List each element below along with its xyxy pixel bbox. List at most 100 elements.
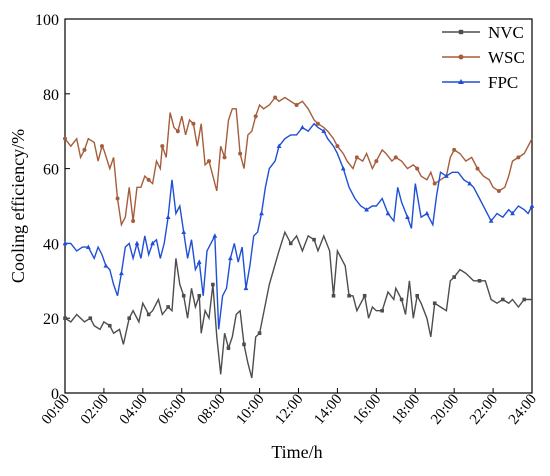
legend-label: WSC xyxy=(488,48,525,67)
data-point xyxy=(63,136,67,141)
legend-item-wsc: WSC xyxy=(442,48,525,67)
data-point xyxy=(99,144,104,149)
data-point xyxy=(115,196,120,201)
series-layer xyxy=(62,95,535,379)
data-point xyxy=(522,297,527,302)
data-point xyxy=(107,323,112,328)
data-point xyxy=(432,301,437,306)
data-point xyxy=(259,210,264,216)
data-point xyxy=(321,128,327,133)
data-point xyxy=(294,103,299,108)
x-tick-label: 06:00 xyxy=(156,391,190,427)
legend-marker xyxy=(458,54,464,60)
x-axis-title: Time/h xyxy=(271,442,322,462)
data-point xyxy=(380,308,384,313)
data-point xyxy=(166,305,170,309)
data-point xyxy=(181,293,186,298)
data-point xyxy=(150,240,155,246)
data-point xyxy=(510,210,515,216)
data-point xyxy=(475,166,480,171)
x-tick-label: 00:00 xyxy=(39,391,73,427)
data-point xyxy=(242,342,246,347)
data-point xyxy=(238,151,243,156)
data-point xyxy=(181,229,187,234)
series-line-fpc xyxy=(65,122,533,330)
data-point xyxy=(103,263,109,268)
y-tick-label: 60 xyxy=(43,162,59,179)
x-tick-label: 02:00 xyxy=(78,391,112,427)
data-point xyxy=(257,331,262,335)
data-point xyxy=(405,214,410,220)
data-point xyxy=(160,144,165,149)
data-point xyxy=(276,143,282,148)
data-point xyxy=(85,244,91,249)
x-tick-label: 18:00 xyxy=(389,391,423,427)
x-tick-label: 24:00 xyxy=(506,391,540,427)
series-nvc xyxy=(63,230,532,379)
x-tick-label: 16:00 xyxy=(350,391,384,427)
data-point xyxy=(82,147,87,152)
series-wsc xyxy=(63,95,533,227)
x-tick-label: 22:00 xyxy=(467,391,501,427)
data-point xyxy=(529,203,535,208)
data-point xyxy=(196,259,202,264)
data-point xyxy=(299,124,305,130)
data-point xyxy=(467,180,473,186)
data-point xyxy=(226,346,231,350)
y-tick-label: 20 xyxy=(43,311,59,328)
data-point xyxy=(415,166,420,171)
x-axis: 00:00 02:00 04:00 06:00 08:00 10:00 12:00 14:00… xyxy=(39,388,540,428)
data-point xyxy=(243,285,249,291)
series-line-nvc xyxy=(64,230,532,379)
x-tick-label: 04:00 xyxy=(117,391,151,427)
legend-item-nvc: NVC xyxy=(442,23,524,42)
legend-item-fpc: FPC xyxy=(442,73,518,92)
legend-marker xyxy=(458,79,464,84)
data-point xyxy=(146,312,151,317)
y-tick-label: 0 xyxy=(51,386,59,403)
data-point xyxy=(335,144,340,149)
series-line-wsc xyxy=(64,96,533,227)
y-tick-label: 80 xyxy=(43,87,59,104)
legend-marker xyxy=(458,29,464,35)
x-tick-label: 12:00 xyxy=(272,391,306,427)
data-point xyxy=(88,316,93,320)
x-tick-label: 10:00 xyxy=(233,391,267,427)
data-point xyxy=(501,297,505,302)
data-point xyxy=(374,159,379,164)
y-tick-label: 40 xyxy=(43,236,59,253)
data-point xyxy=(212,233,218,238)
data-point xyxy=(288,241,293,246)
data-point xyxy=(273,95,278,100)
data-point xyxy=(362,293,367,298)
data-point xyxy=(477,279,482,283)
data-point xyxy=(119,270,124,276)
data-point xyxy=(385,210,391,216)
data-point xyxy=(191,121,196,126)
data-point xyxy=(206,159,211,164)
data-point xyxy=(340,166,346,171)
x-tick-label: 14:00 xyxy=(311,391,345,427)
data-point xyxy=(432,181,437,186)
y-tick-label: 100 xyxy=(35,12,59,29)
x-tick-label: 20:00 xyxy=(428,391,462,427)
legend-label: NVC xyxy=(488,23,524,42)
data-point xyxy=(222,155,227,160)
data-point xyxy=(127,316,132,320)
data-point xyxy=(496,189,501,194)
data-point xyxy=(131,218,136,223)
data-point xyxy=(452,147,457,152)
data-point xyxy=(393,155,398,160)
data-point xyxy=(364,207,370,212)
data-point xyxy=(63,316,67,320)
data-point xyxy=(488,218,494,223)
data-point xyxy=(175,129,180,134)
data-point xyxy=(312,237,316,242)
data-point xyxy=(165,214,171,220)
y-axis: 0 20 40 60 80 100 xyxy=(35,12,70,403)
data-point xyxy=(134,240,140,246)
legend-label: FPC xyxy=(488,73,518,92)
data-point xyxy=(211,282,215,287)
